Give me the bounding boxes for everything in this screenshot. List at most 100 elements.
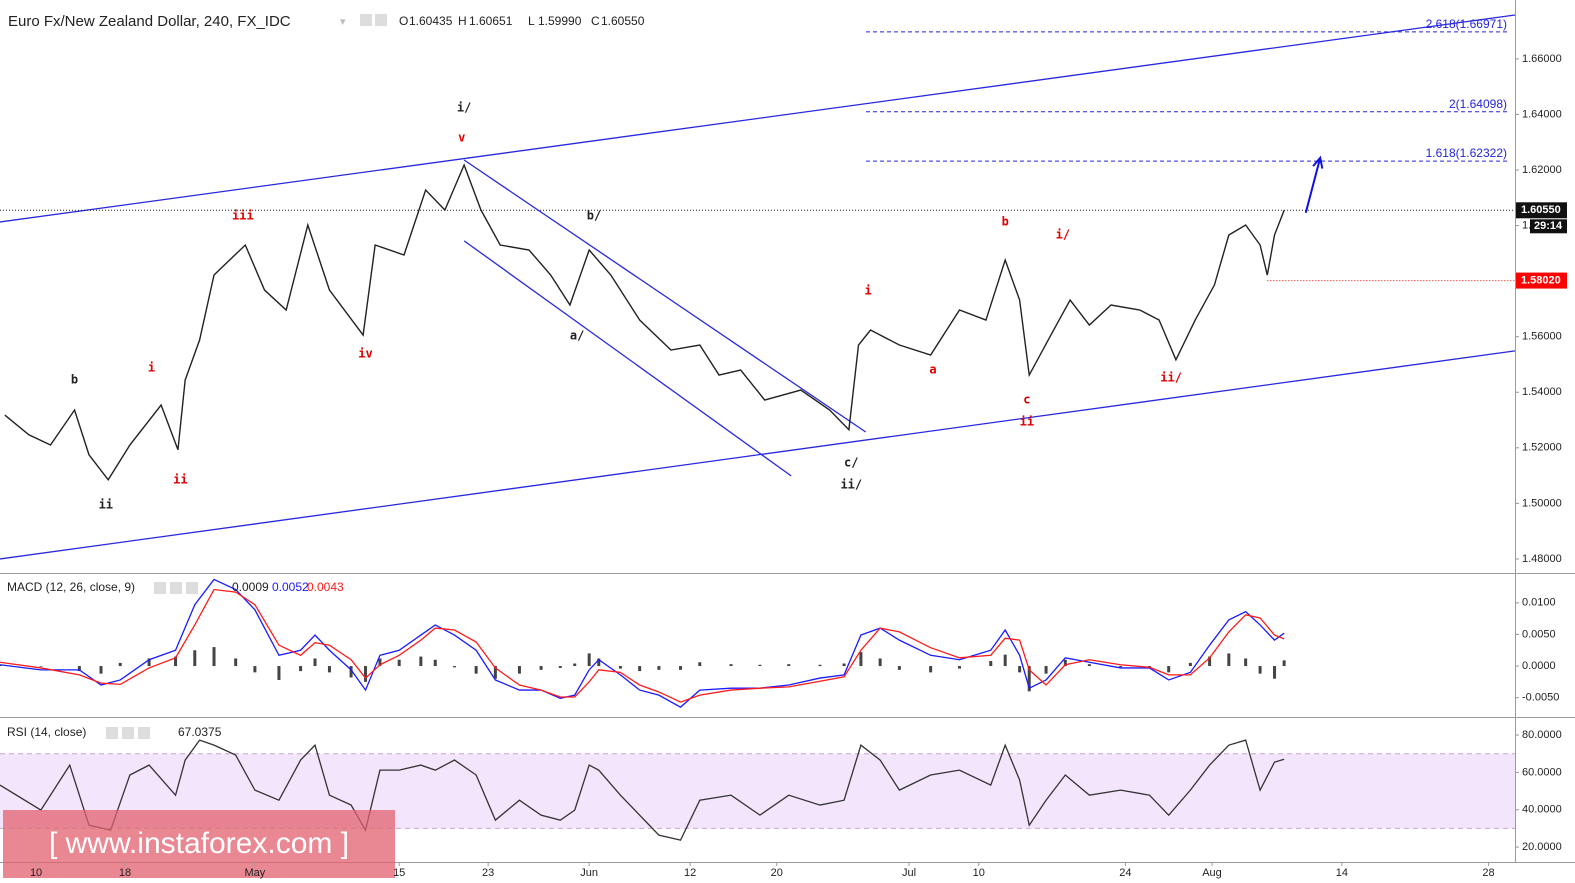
wave-label: ii/ — [1160, 370, 1182, 384]
macd-histogram-bar — [277, 666, 281, 680]
macd-histogram-bar — [349, 666, 353, 678]
macd-title: MACD (12, 26, close, 9) — [7, 580, 135, 594]
wave-label: iv — [358, 346, 372, 360]
marked-level-label: 1.58020 — [1521, 274, 1561, 286]
x-tick-label: 12 — [684, 867, 696, 879]
x-tick-label: 10 — [973, 867, 985, 879]
macd-histogram-bar — [299, 666, 303, 672]
macd-histogram-bar — [39, 666, 43, 667]
macd-histogram-bar — [958, 666, 961, 669]
watermark-box — [3, 810, 395, 878]
fib-label: 2(1.64098) — [1449, 97, 1507, 111]
macd-hist-value: 0.0009 — [232, 580, 269, 594]
macd-histogram-bar — [618, 666, 622, 669]
icon-settings[interactable] — [170, 582, 182, 594]
y-tick-label: 1.52000 — [1522, 442, 1562, 454]
indicator-line — [0, 588, 1285, 703]
icon-eye[interactable] — [106, 727, 118, 739]
macd-histogram-bar — [539, 666, 543, 670]
macd-histogram-bar — [433, 659, 437, 667]
icon-eye[interactable] — [154, 582, 166, 594]
target-arrow — [1304, 155, 1324, 214]
x-tick-label: 18 — [119, 867, 131, 879]
wave-label: a — [929, 363, 936, 377]
macd-histogram-bar — [1273, 666, 1277, 679]
wave-label: i/ — [457, 100, 471, 114]
icon-close[interactable] — [186, 582, 198, 594]
wave-label: i — [148, 360, 155, 374]
macd-histogram-bar — [1188, 662, 1192, 667]
y-tick-label: 1.54000 — [1522, 386, 1562, 398]
last-price-label: 1.60550 — [1521, 204, 1561, 216]
macd-histogram-bar — [77, 666, 81, 672]
macd-histogram-bar — [1167, 666, 1171, 673]
macd-histogram-bar — [493, 666, 497, 679]
fib-label: 1.618(1.62322) — [1426, 146, 1507, 160]
macd-histogram-bar — [193, 650, 197, 667]
macd-histogram-bar — [573, 663, 577, 667]
ohlc-label: H — [458, 14, 467, 28]
signal-value: 0.0043 — [307, 580, 344, 594]
wave-label: i — [865, 283, 872, 297]
y-tick-label: 1.64000 — [1522, 108, 1562, 120]
macd-histogram-bar — [787, 664, 791, 667]
macd-histogram-bar — [364, 666, 368, 682]
macd-histogram-bar — [1087, 664, 1091, 667]
x-tick-label: 10 — [30, 867, 42, 879]
symbol-title: Euro Fx/New Zealand Dollar, 240, FX_IDC — [8, 13, 291, 30]
icon-settings[interactable] — [375, 14, 387, 26]
countdown-box — [1530, 219, 1567, 234]
macd-histogram-bar — [118, 662, 122, 667]
dropdown-caret[interactable]: ▾ — [340, 16, 346, 28]
y-tick-label: 1.56000 — [1522, 331, 1562, 343]
ohlc-label: L — [528, 14, 535, 28]
y-tick-label: -0.0050 — [1522, 692, 1559, 704]
macd-histogram-bar — [729, 664, 733, 667]
x-tick-label: Jun — [580, 867, 598, 879]
macd-histogram-bar — [878, 658, 882, 667]
marked-level-box — [1516, 272, 1567, 289]
ohlc-value: 1.60550 — [601, 14, 645, 28]
icon-eye[interactable] — [360, 14, 372, 26]
ohlc-value: 1.60435 — [409, 14, 453, 28]
y-tick-label: 0.0050 — [1522, 628, 1556, 640]
macd-histogram-bar — [212, 647, 216, 667]
macd-histogram-bar — [758, 664, 762, 667]
wave-label: iii — [232, 208, 254, 222]
ohlc-label: O — [399, 14, 408, 28]
macd-histogram-bar — [253, 666, 257, 673]
wave-label: i/ — [1056, 228, 1070, 242]
x-tick-label: 20 — [771, 867, 783, 879]
y-tick-label: 1.66000 — [1522, 53, 1562, 65]
x-tick-label: 24 — [1119, 867, 1131, 879]
wave-label: v — [458, 130, 465, 144]
icon-settings[interactable] — [122, 727, 134, 739]
indicator-line — [0, 739, 1285, 841]
wave-label: b/ — [587, 208, 601, 222]
macd-histogram-bar — [517, 666, 521, 674]
macd-histogram-bar — [378, 658, 382, 667]
macd-histogram-bar — [587, 653, 591, 667]
macd-histogram-bar — [453, 666, 456, 668]
macd-histogram-bar — [474, 666, 478, 674]
wave-label: b — [71, 373, 78, 387]
y-tick-label: 1.48000 — [1522, 553, 1562, 565]
indicator-line — [0, 578, 1285, 708]
macd-histogram-bar — [1063, 659, 1067, 667]
ohlc-value: 1.59990 — [538, 14, 582, 28]
trend-line — [463, 159, 867, 433]
y-tick-label: 0.0000 — [1522, 660, 1556, 672]
macd-histogram-bar — [657, 666, 661, 670]
macd-histogram-bar — [929, 666, 933, 673]
x-tick-label: 14 — [1336, 867, 1348, 879]
macd-histogram-bar — [859, 652, 863, 667]
macd-histogram-bar — [397, 659, 401, 667]
icon-close[interactable] — [138, 727, 150, 739]
x-tick-label: 15 — [393, 867, 405, 879]
macd-histogram-bar — [1227, 653, 1231, 667]
macd-histogram-bar — [1003, 654, 1007, 667]
trend-line — [463, 240, 792, 477]
macd-histogram-bar — [1027, 666, 1031, 692]
macd-histogram-bar — [1282, 660, 1286, 667]
